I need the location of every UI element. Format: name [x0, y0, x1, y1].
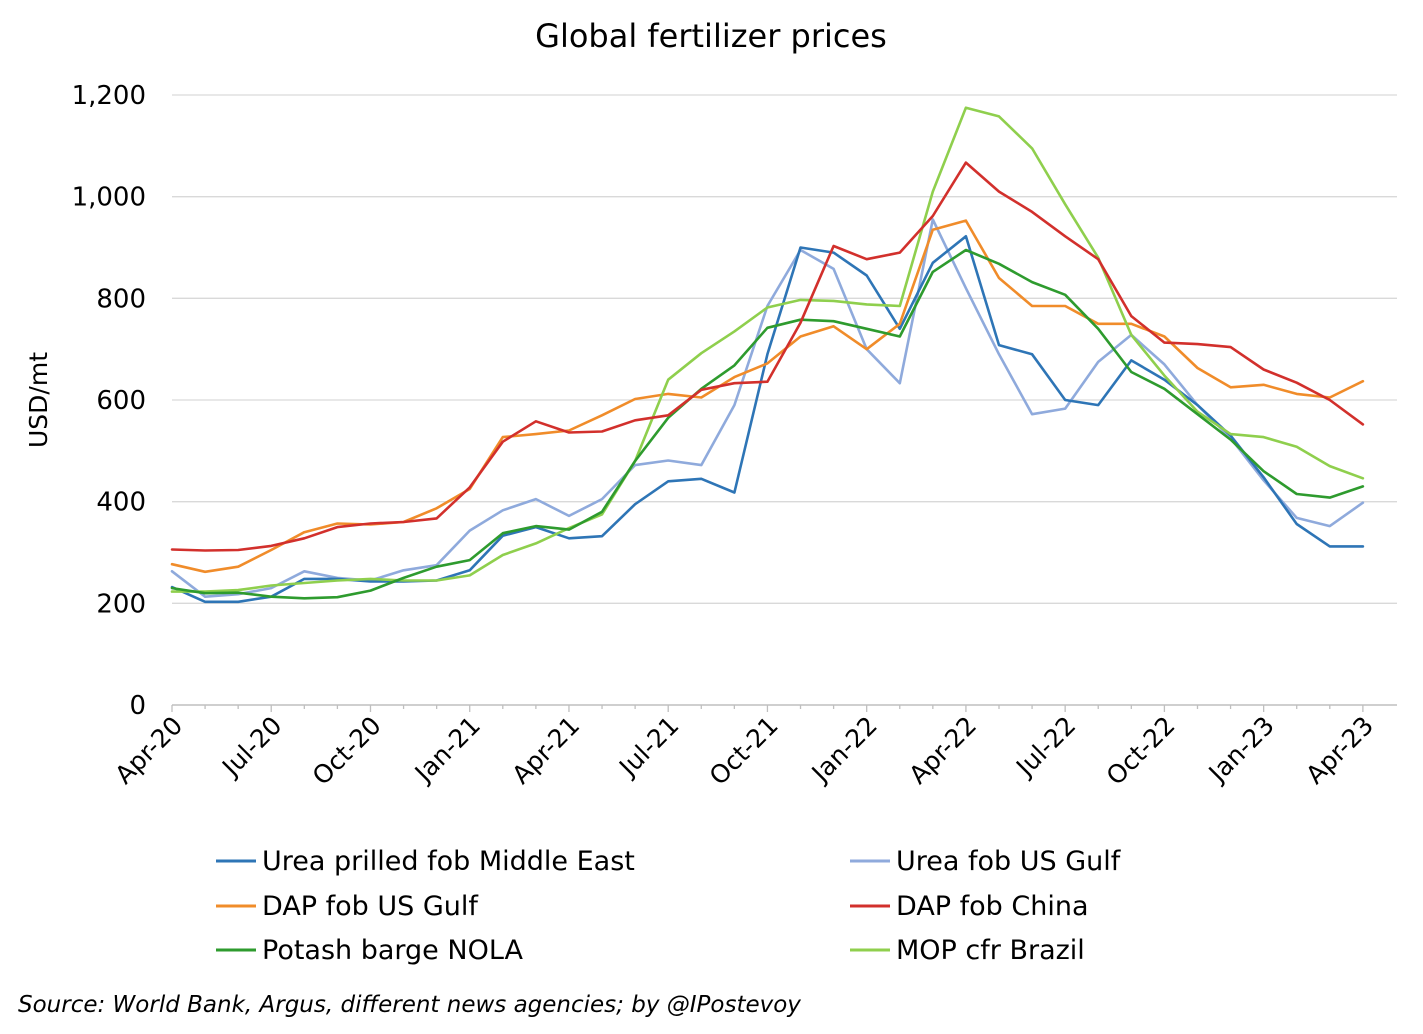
legend-label: Urea fob US Gulf: [896, 846, 1122, 877]
y-tick-label: 600: [96, 386, 146, 416]
y-tick-label: 1,200: [72, 81, 146, 111]
y-tick-label: 1,000: [72, 183, 146, 213]
series-line-urea-prilled-fob-middle-east: [170, 235, 1365, 604]
x-tick-label: Apr-21: [506, 711, 585, 790]
legend-label: Urea prilled fob Middle East: [262, 846, 635, 877]
x-axis-ticks: Apr-20 Jul-20 Oct-20 Jan-21 Apr-21 Jul-21 Oct-…: [109, 711, 1379, 791]
y-tick-label: 800: [96, 284, 146, 314]
legend-label: MOP cfr Brazil: [896, 935, 1085, 966]
x-tick-label: Apr-23: [1300, 711, 1379, 790]
legend-label: Potash barge NOLA: [262, 935, 523, 966]
series-line-mop-cfr-brazil: [170, 106, 1365, 593]
chart-title: Global fertilizer prices: [535, 17, 887, 55]
legend: Urea prilled fob Middle East Urea fob US …: [216, 846, 1122, 966]
x-tick-label: Jul-22: [1009, 711, 1081, 783]
series-lines: [170, 106, 1365, 604]
x-tick-label: Apr-20: [109, 711, 188, 790]
x-tick-label: Jan-21: [408, 711, 486, 789]
x-tick-label: Jul-20: [215, 711, 287, 783]
y-tick-label: 400: [96, 488, 146, 518]
x-tick-label: Jan-22: [805, 711, 883, 789]
series-line-potash-barge-nola: [170, 248, 1365, 600]
x-tick-label: Jan-23: [1202, 711, 1280, 789]
series-line-dap-fob-china: [170, 161, 1365, 552]
legend-label: DAP fob US Gulf: [262, 891, 479, 922]
x-tick-label: Oct-21: [704, 711, 784, 791]
x-tick-label: Oct-20: [307, 711, 387, 791]
grid: [172, 94, 1397, 604]
source-note: Source: World Bank, Argus, different new…: [18, 992, 801, 1018]
y-tick-label: 0: [129, 691, 146, 721]
x-tick-label: Jul-21: [612, 711, 684, 783]
legend-label: DAP fob China: [896, 891, 1089, 922]
y-tick-label: 200: [96, 589, 146, 619]
series-line-urea-fob-us-gulf: [170, 218, 1365, 599]
y-axis-label: USD/mt: [24, 352, 53, 448]
x-tick-label: Apr-22: [903, 711, 982, 790]
x-axis: [171, 704, 1397, 712]
y-axis-ticks: 0 200 400 600 800 1,000 1,200: [72, 81, 146, 721]
x-tick-label: Oct-22: [1101, 711, 1181, 791]
